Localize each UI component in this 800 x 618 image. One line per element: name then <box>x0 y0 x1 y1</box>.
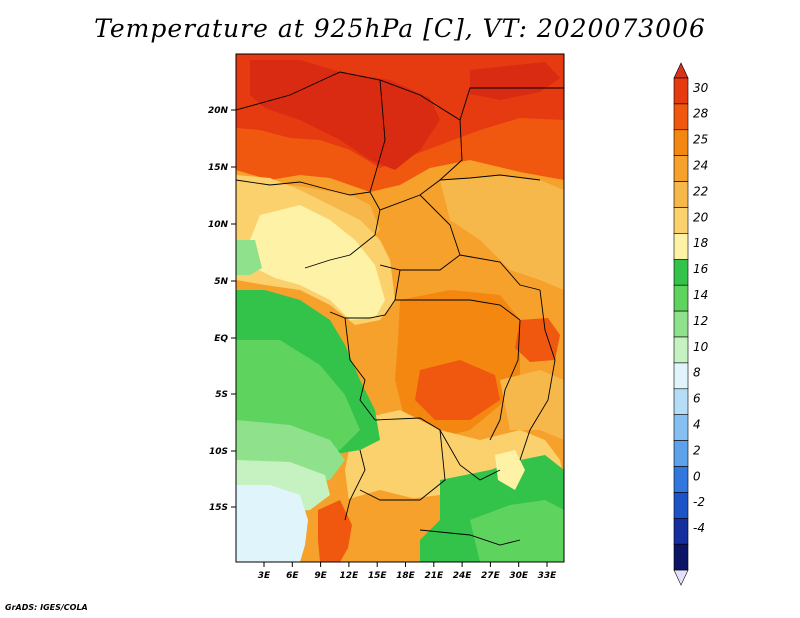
colorbar-swatch <box>673 492 689 519</box>
map-frame <box>235 53 565 563</box>
map-title: Temperature at 925hPa [C], VT: 202007300… <box>94 14 706 43</box>
colorbar-label: 14 <box>693 288 708 302</box>
colorbar-label: 8 <box>693 366 701 380</box>
lat-tick-label: 15S <box>209 503 228 513</box>
region-lake-pale <box>495 450 525 490</box>
colorbar-label: 20 <box>693 210 709 224</box>
lon-tick-label: 33E <box>538 571 558 581</box>
grads-credit: GrADS: IGES/COLA <box>5 603 88 612</box>
region-ne-hot-core <box>470 62 560 100</box>
region-sahara-hot-core <box>250 60 440 170</box>
region-ocean-cyan <box>236 485 308 562</box>
lon-tick-label: 18E <box>396 571 416 581</box>
lon-tick-label: 9E <box>314 571 327 581</box>
colorbar-label: 28 <box>693 107 709 121</box>
colorbar-label: 12 <box>693 314 708 328</box>
colorbar-label: 2 <box>693 443 701 457</box>
colorbar-swatch <box>673 258 689 286</box>
colorbar-label: 10 <box>693 340 709 354</box>
colorbar-swatch <box>673 543 689 571</box>
colorbar-top-arrow <box>673 62 689 79</box>
region-gulf-green <box>236 240 262 275</box>
colorbar-swatch <box>673 77 689 105</box>
region-ocean-green-mid <box>236 340 360 450</box>
lon-tick-label: 24E <box>453 571 473 581</box>
lat-tick-label: 15N <box>208 163 229 173</box>
colorbar-label: 25 <box>693 133 708 147</box>
latitude-axis: 20N 15N 10N 5N EQ 5S 10S 15S <box>208 106 236 513</box>
colorbar-swatch <box>673 388 689 415</box>
colorbar-swatch <box>673 103 689 131</box>
colorbar-swatch <box>673 207 689 234</box>
lon-tick-label: 6E <box>286 571 299 581</box>
lon-tick-label: 3E <box>258 571 271 581</box>
colorbar-swatch <box>673 284 689 312</box>
region-south-green-light <box>470 500 564 562</box>
lat-tick-label: 5S <box>215 390 228 400</box>
colorbar-swatch <box>673 440 689 467</box>
lat-tick-label: 10N <box>208 220 229 230</box>
map-panel <box>236 54 564 562</box>
lon-tick-label: 15E <box>368 571 388 581</box>
colorbar-swatch <box>673 233 689 260</box>
colorbar-swatch <box>673 466 689 493</box>
region-east-amber <box>440 175 564 290</box>
colorbar-label: 18 <box>693 236 709 250</box>
region-south-yellow <box>345 410 564 520</box>
colorbar-swatch <box>673 155 689 182</box>
colorbar-swatch <box>673 336 689 364</box>
region-rift-amber <box>500 370 564 440</box>
colorbar-label: 0 <box>693 469 701 483</box>
colorbar-bottom-arrow <box>673 569 689 586</box>
region-east-orange <box>515 318 560 362</box>
colorbar-label: 6 <box>693 392 701 406</box>
region-namibia-coast <box>318 500 352 562</box>
colorbar-label: 22 <box>693 184 708 198</box>
colorbar-swatch <box>673 362 689 390</box>
region-congo-core <box>415 360 500 420</box>
lat-tick-label: 20N <box>208 106 229 116</box>
lat-tick-label: 5N <box>214 277 228 287</box>
lon-tick-label: 12E <box>340 571 360 581</box>
longitude-axis: 3E 6E 9E 12E 15E 18E 21E 24E 27E 30E 33E <box>258 562 557 581</box>
colorbar-label: 16 <box>693 262 709 276</box>
colorbar-swatch <box>673 517 689 545</box>
colorbar-label: 4 <box>693 418 701 432</box>
lat-tick-label: EQ <box>214 334 228 344</box>
colorbar-swatch <box>673 414 689 441</box>
lon-tick-label: 21E <box>424 571 444 581</box>
colorbar-label: 24 <box>693 159 708 173</box>
country-borders <box>236 71 564 546</box>
colorbar-swatch <box>673 310 689 338</box>
colorbar-label: 30 <box>693 81 709 95</box>
lat-tick-label: 10S <box>209 447 228 457</box>
region-pale-yellow <box>250 205 385 320</box>
lon-tick-label: 27E <box>481 571 501 581</box>
colorbar-label: -4 <box>693 521 705 535</box>
lon-tick-label: 30E <box>509 571 529 581</box>
colorbar-label: -2 <box>693 495 705 509</box>
colorbar-swatch <box>673 129 689 157</box>
colorbar-swatch <box>673 181 689 208</box>
